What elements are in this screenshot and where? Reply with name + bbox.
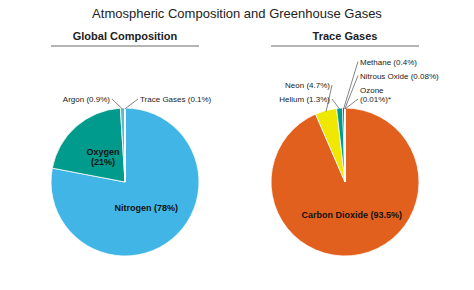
leader-line [344,62,358,110]
slice-label: Carbon Dioxide (93.5%) [301,210,402,220]
slice-label-line: (21%) [91,157,115,167]
pie-slice [52,108,125,182]
slice-labels: Carbon Dioxide (93.5%) Helium (1.3%) Neon … [279,58,439,220]
pie-slice [343,108,345,182]
slice-label-line: (0.01%)* [360,95,391,104]
subtitle: Global Composition [73,30,178,42]
pie-panel: Global Composition Nitrogen (78%) Oxygen(2… [51,30,212,256]
pie-slice [120,108,125,182]
pie-slice [271,108,419,256]
slice-label-line: Oxygen [86,147,119,157]
title: Atmospheric Composition and Greenhouse G… [92,6,382,21]
pie-slice [124,108,125,182]
slice-label: Nitrous Oxide (0.08%) [360,72,439,81]
slice-label-line: Ozone [360,86,384,95]
leader-line [125,99,138,109]
pie-slice [344,108,345,182]
leader-line [112,99,122,109]
slice-label: Argon (0.9%) [63,95,110,104]
slice-label: Nitrogen (78%) [114,203,178,213]
pie-slice [51,108,199,256]
slice-label: Oxygen(21%) [86,147,119,167]
subtitle-underline [271,46,419,47]
leader-line [345,76,358,110]
slice-label: Ozone(0.01%)* [360,86,391,105]
chart: Atmospheric Composition and Greenhouse G… [0,0,474,290]
pie-panel: Trace Gases Carbon Dioxide (93.5%) Helium … [271,30,439,256]
slice-label: Neon (4.7%) [285,81,330,90]
pie-slice [337,108,345,182]
pie-slice [344,108,346,182]
slice-label: Methane (0.4%) [360,58,417,67]
pie-slice [124,108,125,182]
pie-slice [316,108,345,182]
slice-label: Trace Gases (0.1%) [140,95,212,104]
slice-labels: Nitrogen (78%) Oxygen(21%) Argon (0.9%) Tra… [63,95,212,213]
pie-slice [344,108,345,182]
subtitle-underline [51,46,199,47]
slice-label: Helium (1.3%) [279,95,330,104]
leader-line [332,99,340,109]
pie-slice [124,108,125,182]
subtitle: Trace Gases [313,30,378,42]
